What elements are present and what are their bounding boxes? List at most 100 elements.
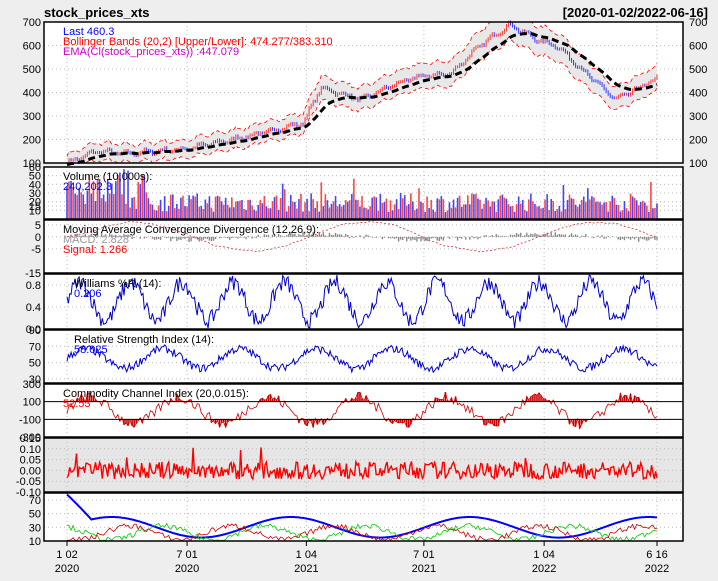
panel-rsi: 30 50 70 90 Relative Strength Index (14):58.… [29, 325, 684, 386]
legend-entry: EMA(Cl(stock_prices_xts)) :447.079 [63, 46, 239, 58]
legend-entry: 0.206 [74, 288, 102, 300]
y-tick-label: -0.10 [16, 487, 41, 499]
panel-border [43, 492, 684, 542]
williams-line [66, 273, 658, 329]
ema-line [66, 31, 658, 167]
legend-entry: 52.53 [63, 398, 91, 410]
legend-entry: Bollinger Bands (20,2) [Upper/Lower]: 47… [63, 36, 333, 48]
x-tick-label: 1 04 [296, 549, 317, 561]
y-tick-label: 400 [23, 88, 41, 100]
y-tick-label: 90 [29, 325, 41, 337]
y-tick-label: 60 [29, 162, 41, 174]
y-tick-label: 100 [23, 158, 41, 170]
macd-signal-line [67, 220, 658, 253]
panel-returns: -0.10-0.050.000.050.100.15 [16, 433, 684, 499]
y-tick-label: 50 [29, 358, 41, 370]
y-tick-label: 30 [29, 522, 41, 534]
x-tick-label: 1 04 [533, 549, 554, 561]
y-tick-label: 600 [23, 41, 41, 53]
y-tick-label: -15 [25, 268, 41, 280]
legend-entry: 240,202.3 [63, 181, 112, 193]
bollinger-upper-line [66, 21, 658, 157]
y-tick-label: 200 [23, 135, 41, 147]
adx-line-1 [66, 522, 658, 542]
x-tick-year: 2020 [175, 563, 199, 575]
y-tick-label: 500 [23, 64, 41, 76]
y-tick-label: 70 [29, 341, 41, 353]
y-tick-label: 30 [29, 188, 41, 200]
y-tick-label: 0.8 [26, 280, 41, 292]
adx-line-2 [67, 523, 658, 542]
y-tick-label-right: 200 [689, 135, 707, 147]
x-tick-year: 2021 [412, 563, 436, 575]
bollinger-band-area [67, 22, 657, 163]
panel-border [43, 21, 684, 164]
y-tick-label: 300 [23, 379, 41, 391]
y-tick-label-right: 500 [689, 64, 707, 76]
x-tick-label: 7 01 [176, 549, 197, 561]
y-tick-label-right: 100 [689, 158, 707, 170]
y-tick-label: 100 [23, 397, 41, 409]
panel-background [44, 438, 683, 492]
y-tick-label: 0.10 [20, 444, 41, 456]
y-tick-label: 300 [23, 111, 41, 123]
cci-line [66, 391, 658, 430]
y-tick-label: 10 [29, 536, 41, 548]
legend-entry: Moving Average Convergence Divergence (1… [63, 224, 319, 236]
y-tick-label: 0.15 [20, 433, 41, 445]
y-tick-label: 0.0 [26, 324, 41, 336]
x-tick-year: 2022 [645, 563, 669, 575]
panel-border [43, 437, 684, 493]
x-tick-label: 1 02 [56, 549, 77, 561]
y-tick-label: -0.05 [16, 476, 41, 488]
x-tick-label: 7 01 [413, 549, 434, 561]
legend-entry: MACD: 2.828 [63, 234, 129, 246]
panel-border [43, 166, 684, 220]
y-tick-label: -100 [19, 414, 41, 426]
y-tick-label: 40 [29, 179, 41, 191]
y-tick-label: 50 [29, 171, 41, 183]
y-tick-label: 20 [29, 197, 41, 209]
legend-entry: Williams %R (14): [74, 278, 161, 290]
y-tick-label: 0.4 [26, 302, 41, 314]
panel-background [44, 493, 683, 541]
x-tick-year: 2020 [55, 563, 79, 575]
panel-border [43, 273, 684, 330]
y-tick-label-right: 300 [689, 111, 707, 123]
x-tick-year: 2022 [532, 563, 556, 575]
y-tick-label: 700 [23, 17, 41, 29]
returns-line [66, 447, 658, 481]
y-tick-label: -5 [31, 244, 41, 256]
y-tick-label: 0.05 [20, 455, 41, 467]
y-tick-label: -300 [19, 432, 41, 444]
y-tick-label: 0.00 [20, 465, 41, 477]
panel-cci: -300 -100 100 300 Commodity Channel Index (2… [19, 379, 684, 444]
date-range: [2020-01-02/2022-06-16] [563, 5, 708, 20]
legend-entry: Last 460.3 [63, 26, 114, 38]
legend-entry: Relative Strength Index (14): [74, 334, 214, 346]
y-tick-label: 70 [29, 495, 41, 507]
panel-price: 100 100 200 200 300 300 400 400 500 500 600 600 700 7… [23, 17, 708, 170]
panel-background [44, 220, 683, 273]
legend-entry: Volume (10,000s): [63, 171, 152, 183]
x-tick-year: 2021 [294, 563, 318, 575]
y-tick-label: 15 [29, 201, 41, 213]
legend-entry: Signal: 1.266 [63, 244, 127, 256]
y-tick-label: 0 [35, 232, 41, 244]
y-tick-label-right: 600 [689, 41, 707, 53]
panel-macd: -15 -505 Moving Average Convergence Diverg… [25, 219, 684, 280]
y-tick-label: 30 [29, 374, 41, 386]
x-tick-label: 6 16 [646, 549, 667, 561]
panel-border [43, 383, 684, 438]
y-tick-label-right: 700 [689, 17, 707, 29]
chart-title: stock_prices_xts [44, 5, 150, 20]
legend-entry: Commodity Channel Index (20,0.015): [63, 388, 249, 400]
y-tick-label-right: 400 [689, 88, 707, 100]
y-tick-label: 5 [35, 220, 41, 232]
panel-williams: 0.0 0.4 0.8 Williams %R (14):0.206 [26, 273, 684, 336]
panel-border [43, 329, 684, 384]
